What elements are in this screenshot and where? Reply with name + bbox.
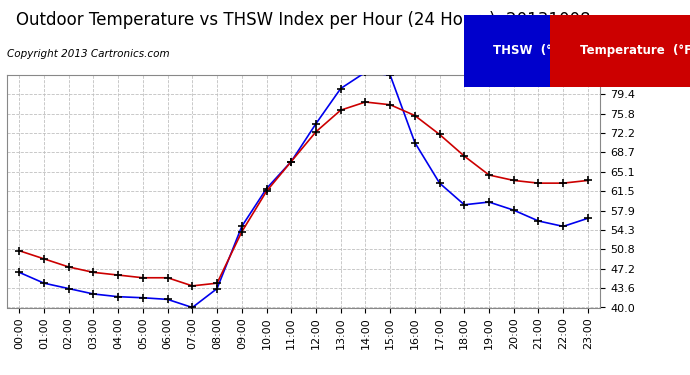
Text: Temperature  (°F): Temperature (°F): [580, 44, 690, 57]
Text: Outdoor Temperature vs THSW Index per Hour (24 Hours)  20131008: Outdoor Temperature vs THSW Index per Ho…: [17, 11, 591, 29]
Text: THSW  (°F): THSW (°F): [493, 44, 566, 57]
Text: Copyright 2013 Cartronics.com: Copyright 2013 Cartronics.com: [7, 49, 170, 59]
